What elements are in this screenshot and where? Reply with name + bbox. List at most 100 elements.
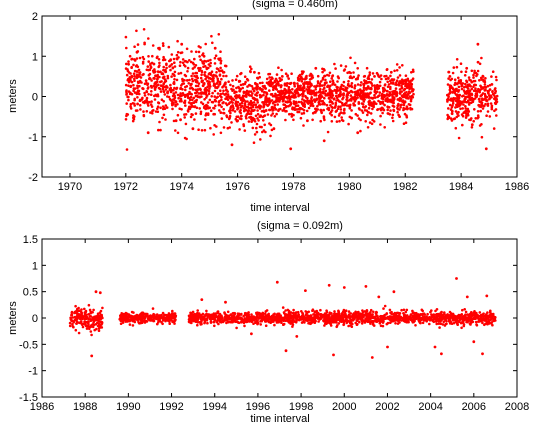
data-point xyxy=(270,114,273,117)
data-point xyxy=(235,74,239,78)
data-point xyxy=(362,100,366,103)
x-tick-label: 2002 xyxy=(375,401,399,413)
data-point xyxy=(448,310,452,314)
data-point xyxy=(461,318,465,322)
data-point xyxy=(490,83,494,86)
data-point xyxy=(239,83,243,87)
bottom-y-axis-label: meters xyxy=(7,301,19,335)
data-point xyxy=(133,59,137,62)
data-point xyxy=(241,83,245,86)
data-point xyxy=(268,72,272,76)
data-point xyxy=(495,78,498,82)
data-point xyxy=(284,118,287,122)
bottom-x-axis-label: time interval xyxy=(250,413,309,425)
data-point xyxy=(204,93,208,96)
data-point xyxy=(306,119,309,123)
data-point xyxy=(257,105,260,109)
data-point xyxy=(461,123,464,127)
data-point xyxy=(378,84,382,88)
data-point xyxy=(457,114,460,117)
data-point xyxy=(487,322,491,325)
data-point xyxy=(156,80,159,84)
data-point xyxy=(190,113,193,116)
data-point xyxy=(328,87,331,91)
data-point xyxy=(376,83,379,87)
data-point xyxy=(457,76,460,80)
data-point xyxy=(482,104,486,108)
data-point xyxy=(368,73,372,77)
data-point xyxy=(343,111,346,115)
data-point xyxy=(285,89,288,93)
x-tick-label: 1972 xyxy=(114,181,138,193)
data-point xyxy=(446,83,450,86)
data-point xyxy=(181,61,185,64)
data-point xyxy=(410,71,413,74)
data-point xyxy=(461,100,465,103)
data-point xyxy=(330,96,334,99)
data-point xyxy=(372,310,375,314)
data-point xyxy=(348,105,352,109)
data-point xyxy=(148,100,151,104)
data-point xyxy=(287,309,291,313)
data-point xyxy=(153,77,156,80)
data-point xyxy=(163,313,166,317)
data-point xyxy=(468,118,471,122)
data-point xyxy=(99,325,102,329)
data-point xyxy=(331,79,335,82)
data-point xyxy=(71,316,75,319)
data-point xyxy=(97,329,101,333)
data-point xyxy=(396,98,400,101)
data-point xyxy=(185,47,189,51)
data-point xyxy=(370,82,373,85)
data-point xyxy=(249,90,253,93)
data-point xyxy=(161,42,165,45)
data-point xyxy=(333,62,336,66)
data-point xyxy=(437,313,441,317)
data-point xyxy=(372,100,376,103)
data-point xyxy=(166,90,170,93)
data-point xyxy=(250,332,253,336)
data-point xyxy=(224,86,228,89)
data-point xyxy=(218,73,222,76)
data-point xyxy=(130,74,133,78)
data-point xyxy=(356,89,360,92)
data-point xyxy=(360,102,364,105)
data-point xyxy=(129,102,133,106)
data-point xyxy=(100,322,104,325)
data-point xyxy=(152,319,155,323)
data-point xyxy=(262,110,266,114)
data-point xyxy=(168,97,172,101)
data-point xyxy=(366,77,370,80)
data-point xyxy=(305,311,309,314)
data-point xyxy=(161,105,165,108)
data-point xyxy=(151,44,155,47)
data-point xyxy=(314,66,318,70)
data-point xyxy=(460,87,464,91)
data-point xyxy=(235,320,239,323)
data-point xyxy=(446,93,449,97)
data-point xyxy=(243,129,247,132)
data-point xyxy=(426,312,429,316)
data-point xyxy=(472,73,475,77)
data-point xyxy=(477,87,480,91)
data-point xyxy=(201,84,205,88)
data-point xyxy=(144,316,147,319)
data-point xyxy=(322,115,326,118)
data-point xyxy=(221,71,225,74)
data-point xyxy=(206,75,209,78)
data-point xyxy=(141,312,144,315)
data-point xyxy=(200,92,203,95)
data-point xyxy=(378,91,382,94)
data-point xyxy=(194,99,197,103)
data-point xyxy=(407,315,411,319)
data-point xyxy=(224,83,227,86)
top-x-axis-label: time interval xyxy=(250,202,309,214)
data-point xyxy=(270,84,273,87)
data-point xyxy=(412,70,415,73)
data-point xyxy=(218,109,221,112)
data-point xyxy=(129,72,132,75)
data-point xyxy=(188,59,191,62)
data-point xyxy=(391,97,394,100)
data-point xyxy=(359,83,362,87)
data-point xyxy=(470,69,474,73)
